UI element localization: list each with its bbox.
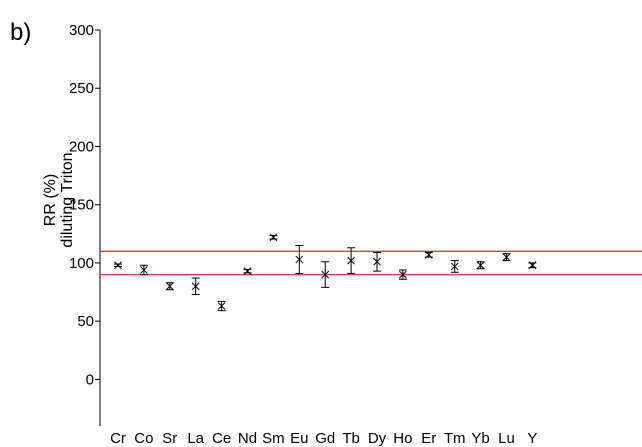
x-tick-label: Sr	[162, 430, 177, 447]
marker-x-b	[114, 261, 122, 270]
x-tick-label: Cr	[110, 430, 126, 447]
data-point	[476, 261, 485, 270]
marker-x-b	[191, 282, 200, 291]
marker-x-b	[269, 233, 278, 242]
marker-x-b	[243, 267, 252, 275]
y-tick-label: 200	[69, 138, 94, 155]
marker-x-b	[373, 257, 381, 266]
x-tick-label: Lu	[498, 430, 515, 447]
data-point	[373, 251, 381, 272]
y-axis-label-line-1: RR (%)	[42, 174, 59, 226]
data-point	[243, 267, 252, 275]
data-points	[114, 233, 537, 312]
y-tick-label: 0	[86, 371, 94, 388]
data-point	[450, 260, 459, 273]
y-axis-label: RR (%) diluting Triton	[42, 152, 76, 247]
y-tick-label: 50	[77, 313, 94, 330]
x-tick-label: Gd	[315, 430, 335, 447]
marker-x-b	[217, 302, 226, 310]
x-tick-label: Sm	[262, 430, 285, 447]
x-axis-ticks: Cr Co Sr La Ce Nd Sm Eu Gd Tb Dy Ho Er Tm Yb Lu Y	[110, 430, 537, 447]
data-point	[321, 261, 330, 288]
data-point	[502, 253, 511, 262]
marker-x-b	[476, 261, 485, 270]
y-tick-label: 150	[69, 197, 94, 214]
data-point	[295, 244, 304, 274]
x-tick-label: Tb	[342, 430, 360, 447]
data-point	[424, 250, 433, 259]
x-tick-label: Ce	[212, 430, 231, 447]
x-tick-label: Ho	[393, 430, 412, 447]
panel-label: b)	[10, 19, 31, 46]
data-point	[528, 261, 537, 270]
marker-x-b	[424, 250, 433, 259]
y-axis-label-line-2: diluting Triton	[59, 152, 76, 247]
data-point	[191, 277, 200, 295]
marker-x-b	[140, 266, 148, 274]
data-point	[398, 269, 407, 280]
x-tick-label: Nd	[238, 430, 257, 447]
x-tick-label: Co	[134, 430, 153, 447]
x-tick-label: Yb	[471, 430, 489, 447]
data-point	[165, 282, 174, 291]
x-tick-label: Dy	[368, 430, 387, 447]
x-tick-label: Eu	[290, 430, 308, 447]
marker-x-b	[321, 270, 330, 279]
marker-x-b	[347, 256, 355, 265]
x-tick-label: Tm	[444, 430, 466, 447]
data-point	[114, 261, 122, 270]
y-tick-label: 100	[69, 255, 94, 272]
marker-x-b	[165, 282, 174, 291]
data-point	[217, 300, 226, 312]
marker-x-b	[450, 262, 459, 271]
y-tick-label: 300	[69, 22, 94, 39]
data-point	[139, 264, 148, 276]
data-point	[347, 247, 356, 274]
x-tick-label: Y	[527, 430, 537, 447]
data-point	[269, 233, 278, 242]
x-tick-label: Er	[421, 430, 436, 447]
marker-x-b	[399, 270, 407, 279]
marker-x-b	[502, 253, 511, 261]
reference-lines	[100, 250, 642, 276]
y-tick-label: 250	[69, 80, 94, 97]
marker-x-b	[528, 261, 537, 270]
y-axis-ticks: 0 50 100 150 200 250 300	[69, 22, 100, 388]
marker-x-b	[295, 255, 304, 264]
x-tick-label: La	[187, 430, 204, 447]
